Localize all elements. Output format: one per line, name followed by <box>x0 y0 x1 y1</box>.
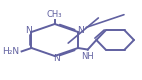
Text: N: N <box>53 54 60 63</box>
Text: NH: NH <box>81 52 93 61</box>
Text: H₂N: H₂N <box>2 46 19 56</box>
Text: N: N <box>78 26 84 35</box>
Text: CH₃: CH₃ <box>47 10 62 19</box>
Text: N: N <box>25 26 32 35</box>
